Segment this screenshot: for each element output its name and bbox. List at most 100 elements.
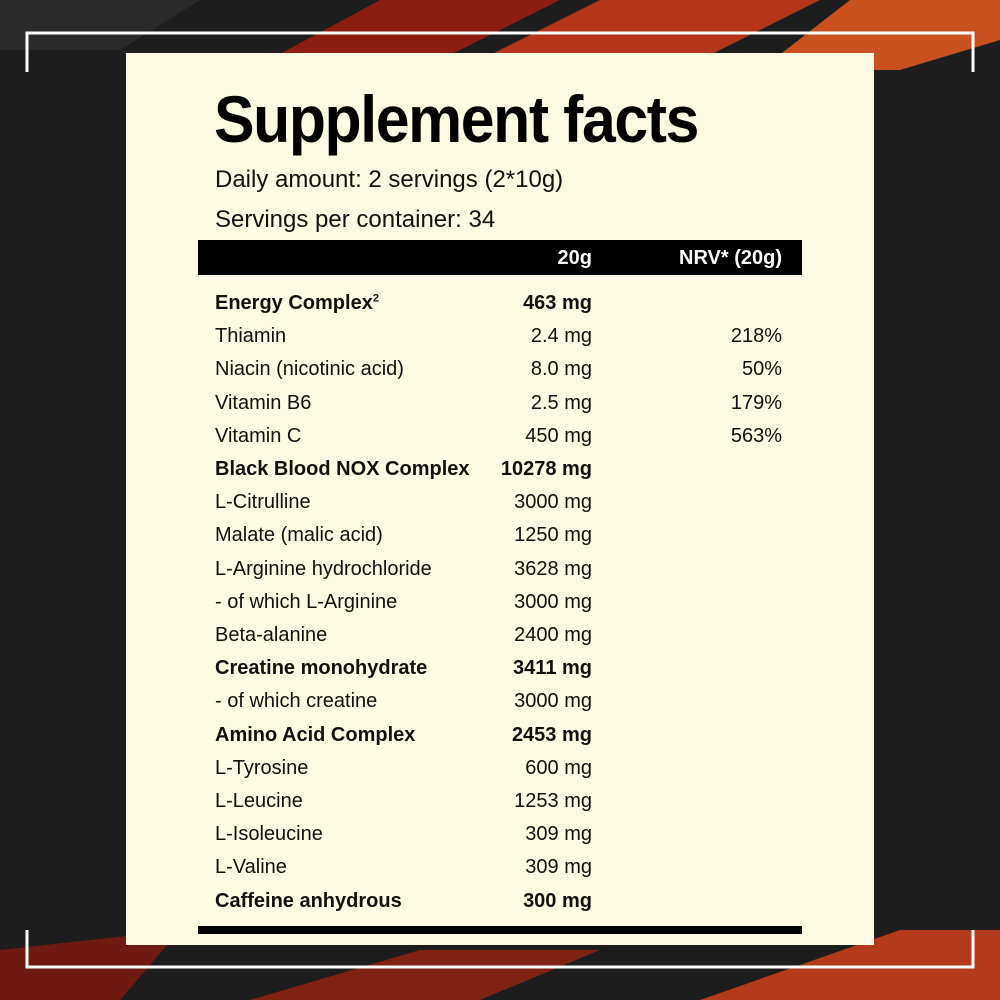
nrv: 218%	[730, 325, 782, 348]
stripe	[700, 930, 1000, 1000]
ingredient-name: Black Blood NOX Complex	[215, 458, 470, 481]
amount: 2400 mg	[514, 624, 592, 646]
ingredient-name: L-Isoleucine	[215, 823, 323, 846]
subtitle: Servings per container: 34	[215, 206, 496, 233]
amount: 600 mg	[525, 756, 592, 779]
frame	[25, 31, 975, 72]
facts-panel: Supplement facts Daily amount: 2 serving…	[126, 53, 874, 945]
ingredient-name: L-Leucine	[215, 790, 303, 813]
ingredient-name: Vitamin C	[215, 425, 301, 448]
amount: 3000 mg	[514, 491, 592, 514]
nrv: 50%	[741, 358, 782, 381]
table-row: Beta-alanine 2400 mg	[126, 624, 874, 657]
ingredient-name: L-Arginine hydrochloride	[215, 558, 432, 581]
ingredient-label: L-Citrulline	[215, 491, 311, 514]
ingredient-label: Niacin (nicotinic acid)	[215, 358, 404, 381]
table-header: 20g NRV* (20g)	[198, 240, 802, 275]
ingredient-label: Amino Acid Complex	[215, 723, 416, 746]
amount: 300 mg	[523, 889, 592, 912]
bottom-rule	[198, 926, 802, 934]
ingredient-label: L-Isoleucine	[215, 823, 323, 846]
table-row: Malate (malic acid) 1250 mg	[126, 524, 874, 557]
footnote-mark: 2	[372, 292, 379, 305]
table-row: Caffeine anhydrous 300 mg	[126, 890, 874, 923]
ingredient-name: Energy Complex2	[215, 292, 379, 315]
column-header: 20g	[557, 247, 592, 269]
ingredient-name: Malate (malic acid)	[215, 524, 383, 547]
amount: 3628 mg	[514, 557, 592, 580]
amount: 2.4 mg	[530, 325, 592, 348]
amount: 2.5 mg	[530, 391, 592, 414]
ingredient-name: Thiamin	[215, 325, 286, 348]
frame	[25, 930, 975, 969]
ingredient-name: L-Tyrosine	[215, 757, 308, 780]
amount: 1250 mg	[514, 524, 592, 547]
table-row: L-Arginine hydrochloride 3628 mg	[126, 558, 874, 591]
table-row: L-Isoleucine 309 mg	[126, 823, 874, 856]
ingredient-label: Thiamin	[215, 325, 287, 348]
amount: 463 mg	[523, 292, 592, 314]
table-row: Niacin (nicotinic acid) 8.0 mg 50%	[126, 358, 874, 391]
subtitle: Daily amount: 2 servings (2*10g)	[215, 166, 564, 193]
table-row: Energy Complex2 463 mg	[126, 292, 874, 325]
ingredient-name: Creatine monohydrate	[215, 657, 427, 680]
column-header: NRV* (20g)	[679, 247, 782, 269]
ingredient-label: Creatine monohydrate	[215, 657, 428, 680]
ingredient-name: Beta-alanine	[215, 624, 327, 647]
table-row: L-Leucine 1253 mg	[126, 790, 874, 823]
ingredient-label: L-Tyrosine	[215, 756, 309, 779]
table-row: Vitamin B6 2.5 mg 179%	[126, 392, 874, 425]
table-row: Thiamin 2.4 mg 218%	[126, 325, 874, 358]
amount: 8.0 mg	[530, 358, 592, 381]
ingredient-label: Energy Complex	[215, 292, 373, 314]
table-row: Vitamin C 450 mg 563%	[126, 425, 874, 458]
ingredient-name: Vitamin B6	[215, 392, 311, 415]
amount: 1253 mg	[514, 790, 592, 812]
ingredient-name: L-Citrulline	[215, 491, 311, 514]
amount: 2453 mg	[511, 723, 592, 746]
ingredient-label: - of which L-Arginine	[215, 590, 398, 613]
ingredient-name: L-Valine	[215, 856, 287, 879]
stripe	[0, 930, 180, 1000]
stripe	[760, 0, 1000, 70]
ingredient-name: - of which L-Arginine	[215, 591, 397, 614]
table-row: L-Citrulline 3000 mg	[126, 491, 874, 524]
ingredient-label: - of which creatine	[215, 690, 378, 713]
ingredient-label: Malate (malic acid)	[215, 524, 383, 547]
amount: 309 mg	[525, 856, 592, 879]
nrv: 563%	[730, 424, 782, 447]
amount: 3000 mg	[514, 590, 592, 613]
nrv: 179%	[730, 391, 782, 414]
ingredient-label: L-Leucine	[215, 790, 303, 812]
ingredient-label: Beta-alanine	[215, 624, 328, 646]
ingredient-label: Black Blood NOX Complex	[215, 458, 470, 480]
ingredient-label: L-Valine	[215, 856, 287, 879]
ingredient-label: L-Arginine hydrochloride	[215, 557, 432, 580]
ingredient-label: Caffeine anhydrous	[215, 889, 402, 912]
table-row: Amino Acid Complex 2453 mg	[126, 724, 874, 757]
amount: 10278 mg	[500, 458, 592, 480]
table-row: - of which L-Arginine 3000 mg	[126, 591, 874, 624]
stripe	[250, 0, 560, 70]
amount: 309 mg	[525, 823, 592, 846]
table-row: L-Tyrosine 600 mg	[126, 757, 874, 790]
table-row: Creatine monohydrate 3411 mg	[126, 657, 874, 690]
amount: 3411 mg	[513, 657, 592, 680]
stripe	[480, 0, 820, 60]
ingredient-name: - of which creatine	[215, 690, 377, 713]
ingredient-label: Vitamin C	[215, 424, 302, 447]
title: Supplement facts	[214, 82, 699, 156]
table-row: L-Valine 309 mg	[126, 856, 874, 889]
amount: 450 mg	[525, 424, 592, 447]
stripe	[0, 0, 200, 50]
ingredient-label: Vitamin B6	[215, 391, 312, 414]
amount: 3000 mg	[514, 690, 592, 713]
ingredient-name: Caffeine anhydrous	[215, 890, 402, 913]
ingredient-name: Niacin (nicotinic acid)	[215, 358, 404, 381]
stripe	[250, 950, 600, 1000]
ingredient-name: Amino Acid Complex	[215, 724, 415, 747]
table-row: Black Blood NOX Complex 10278 mg	[126, 458, 874, 491]
table-row: - of which creatine 3000 mg	[126, 690, 874, 723]
